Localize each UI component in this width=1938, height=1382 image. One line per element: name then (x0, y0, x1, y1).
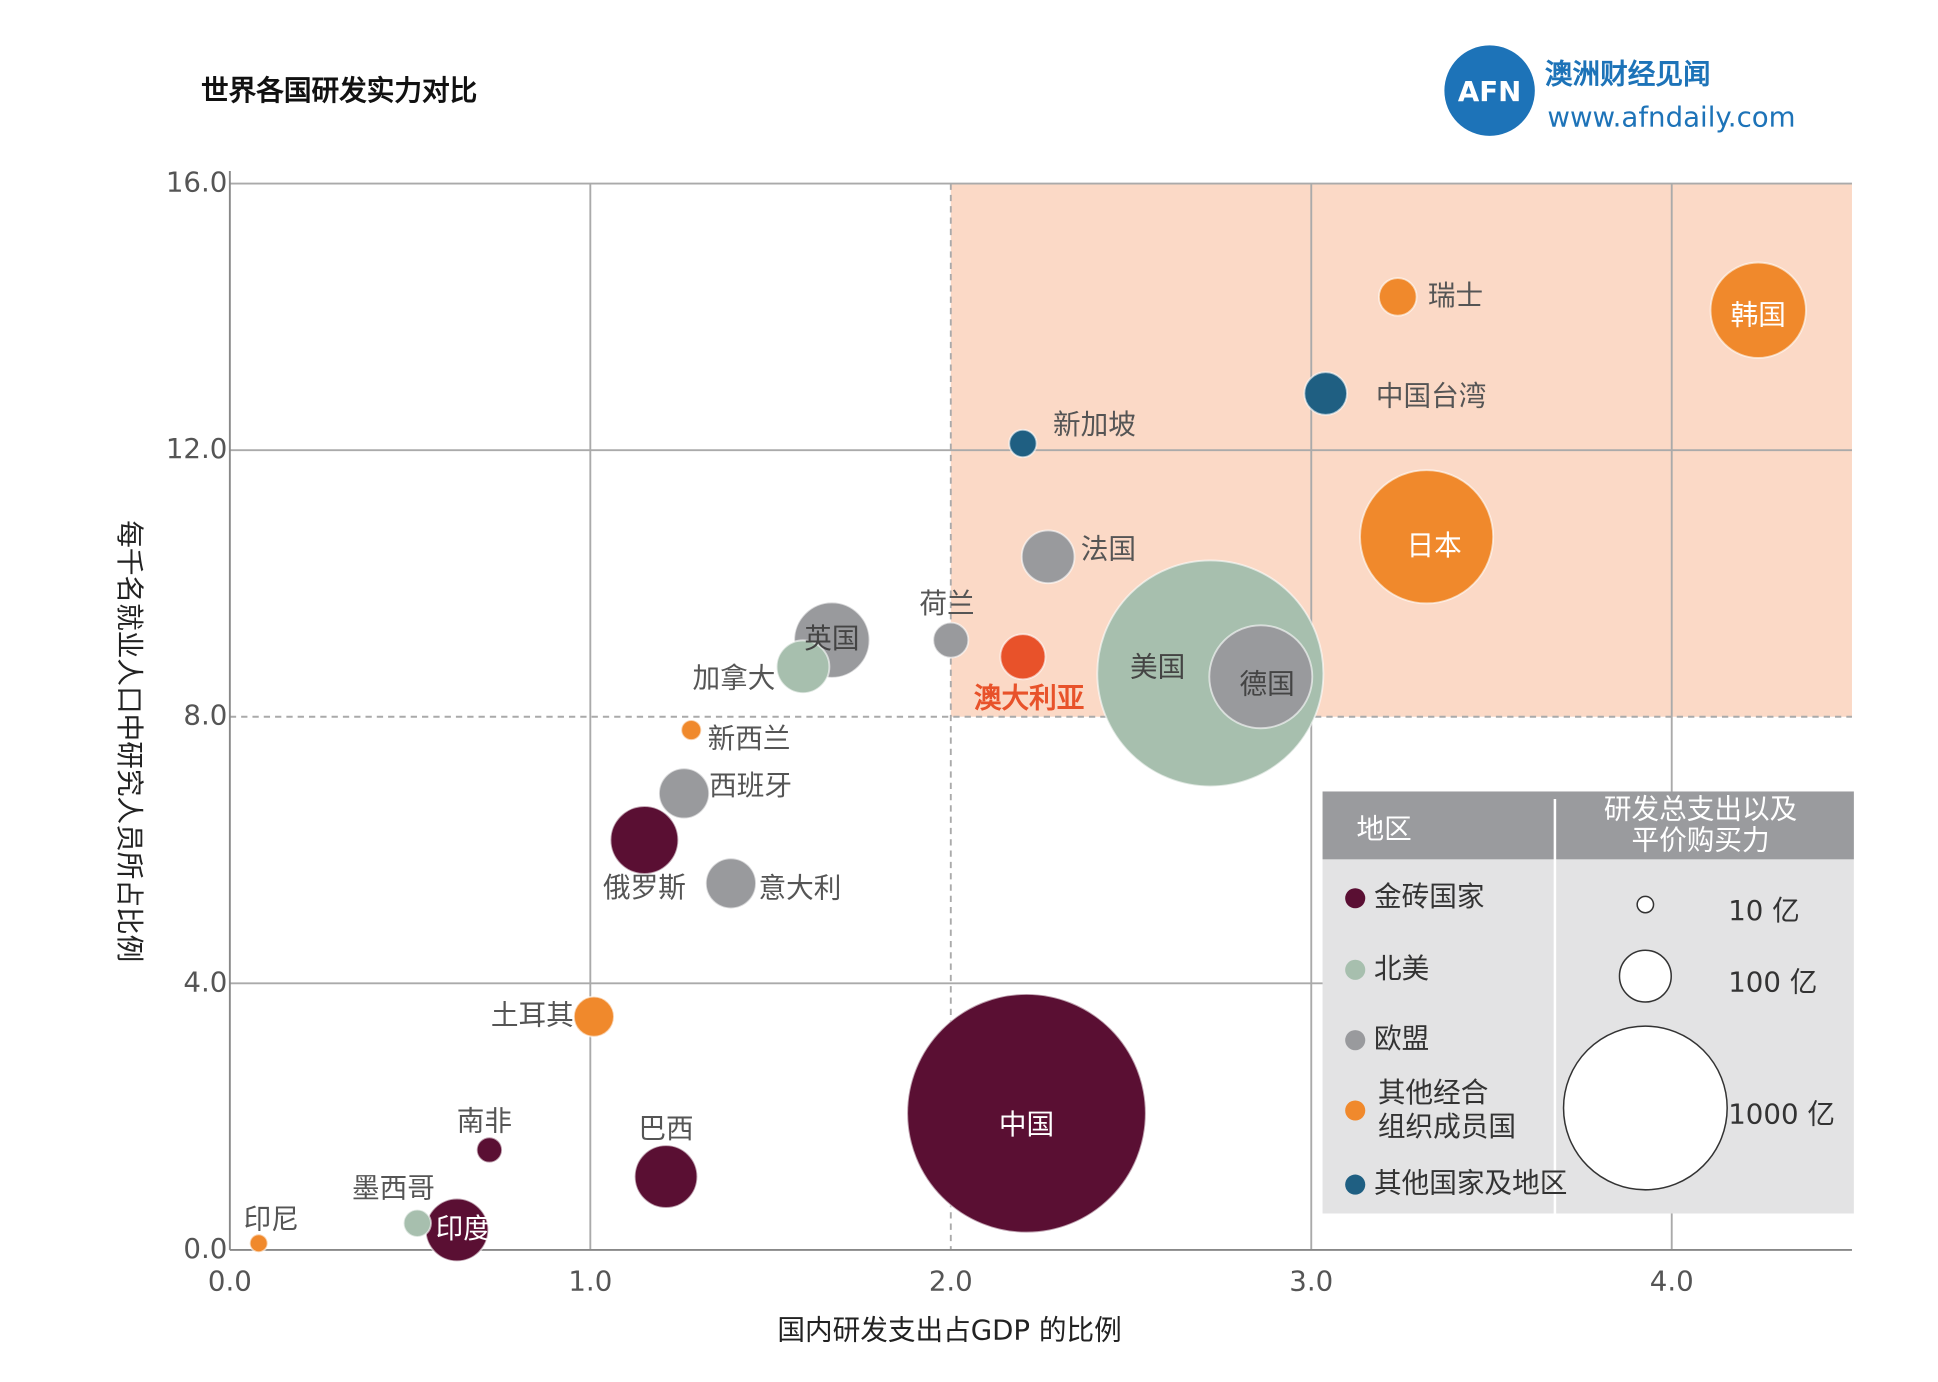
logo: AFN (1458, 75, 1521, 108)
bubble (680, 719, 703, 742)
point-label: 中国台湾 (1376, 379, 1487, 412)
x-tick-label: 1.0 (568, 1265, 612, 1298)
bubble (775, 639, 831, 695)
y-tick-label: 0.0 (183, 1232, 227, 1265)
legend-label: 欧盟 (1374, 1022, 1429, 1055)
point-label: 英国 (804, 622, 859, 655)
bubble (572, 995, 615, 1038)
x-tick-label: 3.0 (1289, 1265, 1333, 1298)
x-tick-label: 0.0 (208, 1265, 252, 1298)
legend-header (1322, 791, 1854, 860)
bubble (475, 1136, 504, 1164)
bubble (609, 805, 680, 875)
bubble (1377, 277, 1418, 317)
point-label: 墨西哥 (352, 1171, 435, 1204)
bubble (999, 633, 1047, 681)
legend-swatch (1345, 1030, 1366, 1051)
point-label: 土耳其 (491, 999, 574, 1032)
size-legend-label: 10 亿 (1728, 894, 1800, 927)
y-tick-label: 8.0 (183, 699, 227, 732)
bubble (1709, 261, 1807, 359)
y-axis-label: 每千名就业人口中研究人员所占比例 (113, 520, 146, 962)
size-legend-title: 研发总支出以及平价购买力 (1604, 792, 1797, 856)
x-tick-label: 2.0 (929, 1265, 973, 1298)
size-legend-label: 1000 亿 (1728, 1098, 1835, 1131)
bubble (1208, 624, 1314, 730)
legend-swatch (1345, 1100, 1366, 1121)
point-label: 日本 (1407, 529, 1462, 562)
x-axis-label: 国内研发支出占GDP 的比例 (777, 1314, 1121, 1347)
point-label: 俄罗斯 (603, 871, 686, 904)
bubble (1303, 371, 1348, 416)
point-label: 意大利 (759, 872, 842, 905)
legend-swatch (1345, 1174, 1366, 1195)
size-legend-circle (1636, 895, 1655, 914)
point-label: 印度 (436, 1212, 491, 1245)
logo-circle (1444, 45, 1535, 136)
point-label: 法国 (1081, 533, 1136, 566)
bubble (1008, 428, 1038, 459)
bubble (658, 767, 711, 820)
bubble (402, 1208, 432, 1238)
point-label: 韩国 (1731, 298, 1786, 331)
bubble (1359, 469, 1495, 605)
point-label: 加拿大 (692, 661, 775, 694)
chart-title: 世界各国研发实力对比 (201, 74, 477, 107)
bubble (1020, 529, 1076, 585)
y-tick-label: 16.0 (166, 166, 228, 199)
y-tick-label: 4.0 (183, 965, 227, 998)
point-label: 德国 (1239, 668, 1294, 701)
bubble (704, 857, 757, 910)
size-legend-label: 100 亿 (1728, 966, 1817, 999)
point-label: 瑞士 (1428, 279, 1483, 312)
legend-swatch (1345, 888, 1366, 909)
legend-label: 其他国家及地区 (1374, 1167, 1567, 1200)
point-label: 印尼 (244, 1203, 299, 1236)
bubble (932, 621, 970, 659)
legend-title: 地区 (1356, 812, 1411, 845)
point-label: 南非 (457, 1104, 512, 1137)
size-legend-circle (1562, 1025, 1728, 1191)
y-tick-label: 12.0 (166, 432, 228, 465)
legend-label: 其他经合组织成员国 (1378, 1076, 1516, 1143)
url: www.afndaily.com (1547, 100, 1795, 133)
point-label: 西班牙 (709, 769, 792, 802)
point-label: 巴西 (638, 1112, 693, 1145)
legend-label: 金砖国家 (1374, 880, 1485, 913)
point-label: 美国 (1130, 650, 1185, 683)
bubble (248, 1233, 269, 1254)
bubble (906, 993, 1147, 1234)
x-tick-label: 4.0 (1650, 1265, 1694, 1298)
brand: 澳洲财经见闻 (1545, 58, 1711, 91)
point-label: 中国 (999, 1108, 1054, 1141)
size-legend-circle (1618, 949, 1672, 1003)
point-label: 荷兰 (919, 587, 974, 620)
legend-swatch (1345, 959, 1366, 980)
point-label: 澳大利亚 (974, 681, 1085, 714)
legend-label: 北美 (1374, 952, 1429, 985)
point-label: 新加坡 (1053, 408, 1136, 441)
bubble (633, 1144, 699, 1209)
point-label: 新西兰 (708, 722, 791, 755)
